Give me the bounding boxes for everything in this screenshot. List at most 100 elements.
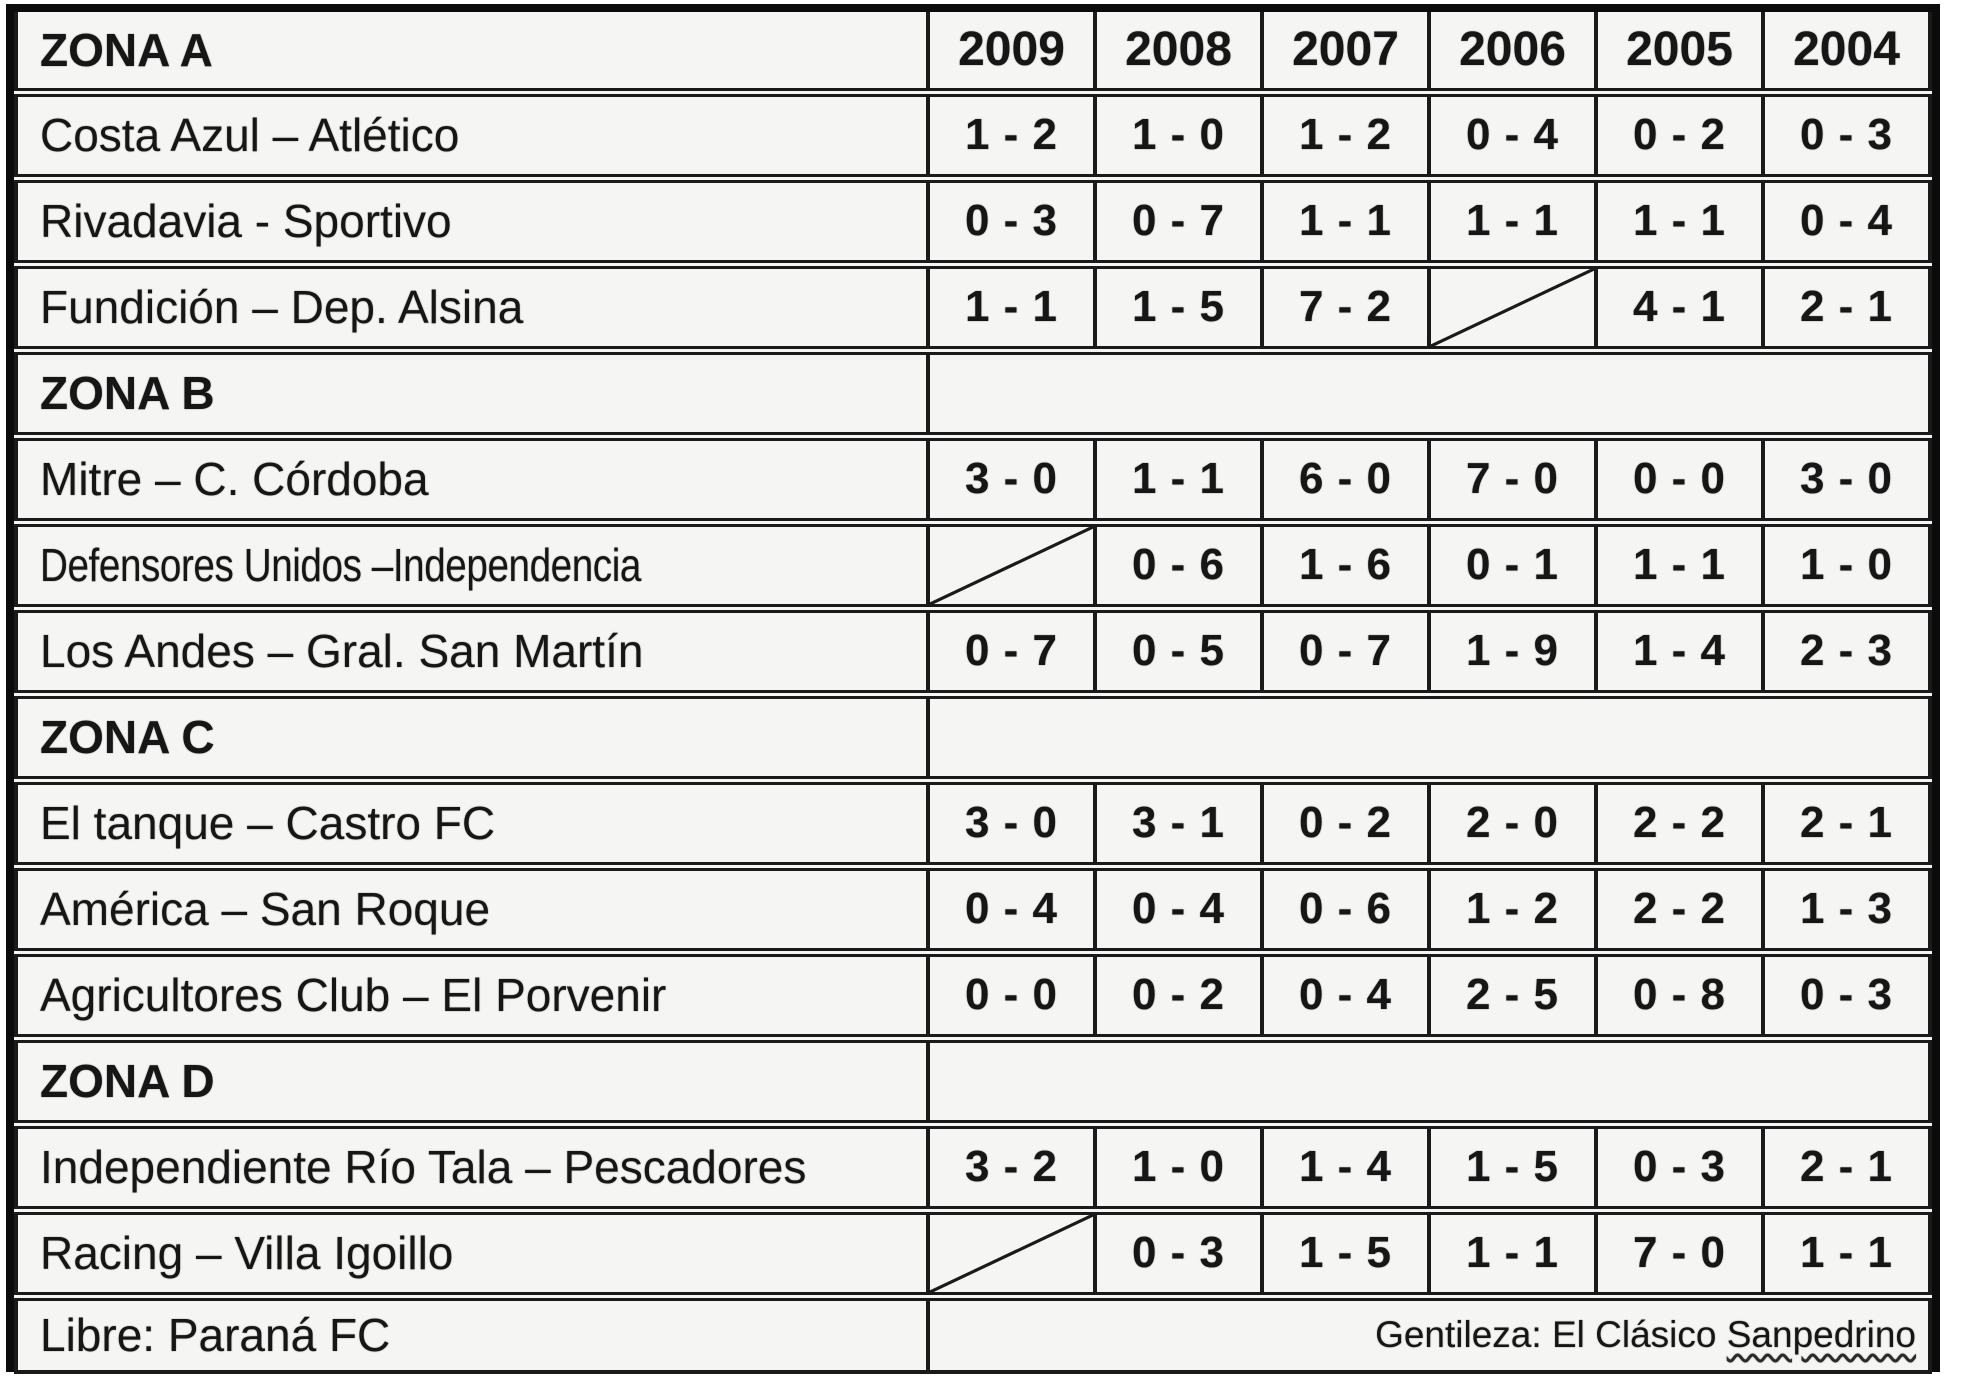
team-name: Agricultores Club – El Porvenir <box>40 969 667 1021</box>
credit-cell: Gentileza: El Clásico Sanpedrino <box>926 1291 1932 1374</box>
score-cell: 0 - 2 <box>1093 947 1264 1040</box>
score-cell: 0 - 4 <box>926 861 1097 954</box>
score-cell: 0 - 4 <box>1761 173 1932 266</box>
score-cell: 0 - 3 <box>926 173 1097 266</box>
team-name-cell: Agricultores Club – El Porvenir <box>14 947 930 1040</box>
slash-mark <box>1431 269 1594 346</box>
year-header: 2007 <box>1260 12 1431 94</box>
team-name: El tanque – Castro FC <box>40 797 496 849</box>
zone-label: ZONA D <box>14 1033 930 1126</box>
credit-text: Gentileza: El Clásico <box>1375 1314 1727 1356</box>
score-cell: 2 - 1 <box>1761 775 1932 868</box>
score-cell: 1 - 0 <box>1093 87 1264 180</box>
score-cell: 1 - 1 <box>1594 173 1765 266</box>
team-name: Costa Azul – Atlético <box>40 109 460 161</box>
table-header-row: ZONA A 2009 2008 2007 2006 2005 2004 <box>14 12 1932 94</box>
score-cell: 2 - 2 <box>1594 775 1765 868</box>
score-cell: 2 - 3 <box>1761 603 1932 696</box>
team-name: Defensores Unidos –Independencia <box>40 539 641 591</box>
zone-spacer <box>926 1033 1932 1126</box>
team-name-cell: Los Andes – Gral. San Martín <box>14 603 930 696</box>
score-cell: 7 - 0 <box>1594 1205 1765 1298</box>
fixtures-results-table-frame: ZONA A 2009 2008 2007 2006 2005 2004 Costa Az… <box>6 4 1940 1374</box>
score-cell: 4 - 1 <box>1594 259 1765 352</box>
score-cell: 1 - 0 <box>1093 1119 1264 1212</box>
score-cell: 1 - 2 <box>1260 87 1431 180</box>
score-cell: 1 - 1 <box>1594 517 1765 610</box>
score-cell: 0 - 0 <box>1594 431 1765 524</box>
score-cell: 1 - 5 <box>1093 259 1264 352</box>
team-name-cell: El tanque – Castro FC <box>14 775 930 868</box>
zone-header-row: ZONA D <box>14 1033 1932 1126</box>
score-cell: 0 - 7 <box>1260 603 1431 696</box>
libre-label: Libre: Paraná FC <box>14 1291 930 1374</box>
score-cell: 0 - 2 <box>1594 87 1765 180</box>
team-name: Los Andes – Gral. San Martín <box>40 625 644 677</box>
slash-cell <box>926 517 1097 610</box>
score-cell: 0 - 3 <box>1761 947 1932 1040</box>
score-cell: 0 - 6 <box>1093 517 1264 610</box>
zone-label: ZONA B <box>14 345 930 438</box>
score-cell: 1 - 5 <box>1427 1119 1598 1212</box>
score-cell: 0 - 4 <box>1427 87 1598 180</box>
zone-header-row: ZONA B <box>14 345 1932 438</box>
score-cell: 0 - 5 <box>1093 603 1264 696</box>
year-header: 2006 <box>1427 12 1598 94</box>
credit-word-underlined: Sanpedrino <box>1726 1314 1916 1356</box>
score-cell: 2 - 1 <box>1761 1119 1932 1212</box>
score-cell: 3 - 0 <box>926 775 1097 868</box>
year-header: 2004 <box>1761 12 1932 94</box>
score-cell: 0 - 4 <box>1260 947 1431 1040</box>
fixtures-results-table: ZONA A 2009 2008 2007 2006 2005 2004 Costa Az… <box>14 12 1932 1374</box>
score-cell: 0 - 2 <box>1260 775 1431 868</box>
score-cell: 3 - 2 <box>926 1119 1097 1212</box>
score-cell: 2 - 2 <box>1594 861 1765 954</box>
score-cell: 1 - 3 <box>1761 861 1932 954</box>
team-name-cell: Rivadavia - Sportivo <box>14 173 930 266</box>
score-cell: 1 - 1 <box>1260 173 1431 266</box>
libre-row: Libre: Paraná FC Gentileza: El Clásico S… <box>14 1291 1932 1374</box>
score-cell: 1 - 1 <box>1427 173 1598 266</box>
score-cell: 0 - 3 <box>1761 87 1932 180</box>
zone-header-row: ZONA C <box>14 689 1932 782</box>
score-cell: 2 - 0 <box>1427 775 1598 868</box>
team-name: Mitre – C. Córdoba <box>40 453 429 505</box>
zone-label: ZONA C <box>14 689 930 782</box>
score-cell: 1 - 1 <box>926 259 1097 352</box>
score-cell: 0 - 0 <box>926 947 1097 1040</box>
score-cell: 0 - 6 <box>1260 861 1431 954</box>
slash-mark <box>930 527 1093 604</box>
score-cell: 2 - 5 <box>1427 947 1598 1040</box>
score-cell: 0 - 3 <box>1093 1205 1264 1298</box>
score-cell: 1 - 1 <box>1761 1205 1932 1298</box>
score-cell: 1 - 4 <box>1594 603 1765 696</box>
score-cell: 3 - 1 <box>1093 775 1264 868</box>
score-cell: 0 - 1 <box>1427 517 1598 610</box>
team-name: Racing – Villa Igoillo <box>40 1227 454 1279</box>
team-name-cell: Independiente Río Tala – Pescadores <box>14 1119 930 1212</box>
team-name-cell: Mitre – C. Córdoba <box>14 431 930 524</box>
score-cell: 0 - 7 <box>926 603 1097 696</box>
score-cell: 1 - 2 <box>926 87 1097 180</box>
slash-cell <box>926 1205 1097 1298</box>
year-header: 2009 <box>926 12 1097 94</box>
score-cell: 1 - 6 <box>1260 517 1431 610</box>
match-row: Independiente Río Tala – Pescadores 3 - 2… <box>14 1119 1932 1212</box>
score-cell: 1 - 1 <box>1093 431 1264 524</box>
team-name: América – San Roque <box>40 883 491 935</box>
team-name-cell: Costa Azul – Atlético <box>14 87 930 180</box>
score-cell: 3 - 0 <box>926 431 1097 524</box>
score-cell: 6 - 0 <box>1260 431 1431 524</box>
score-cell: 2 - 1 <box>1761 259 1932 352</box>
zone-spacer <box>926 689 1932 782</box>
